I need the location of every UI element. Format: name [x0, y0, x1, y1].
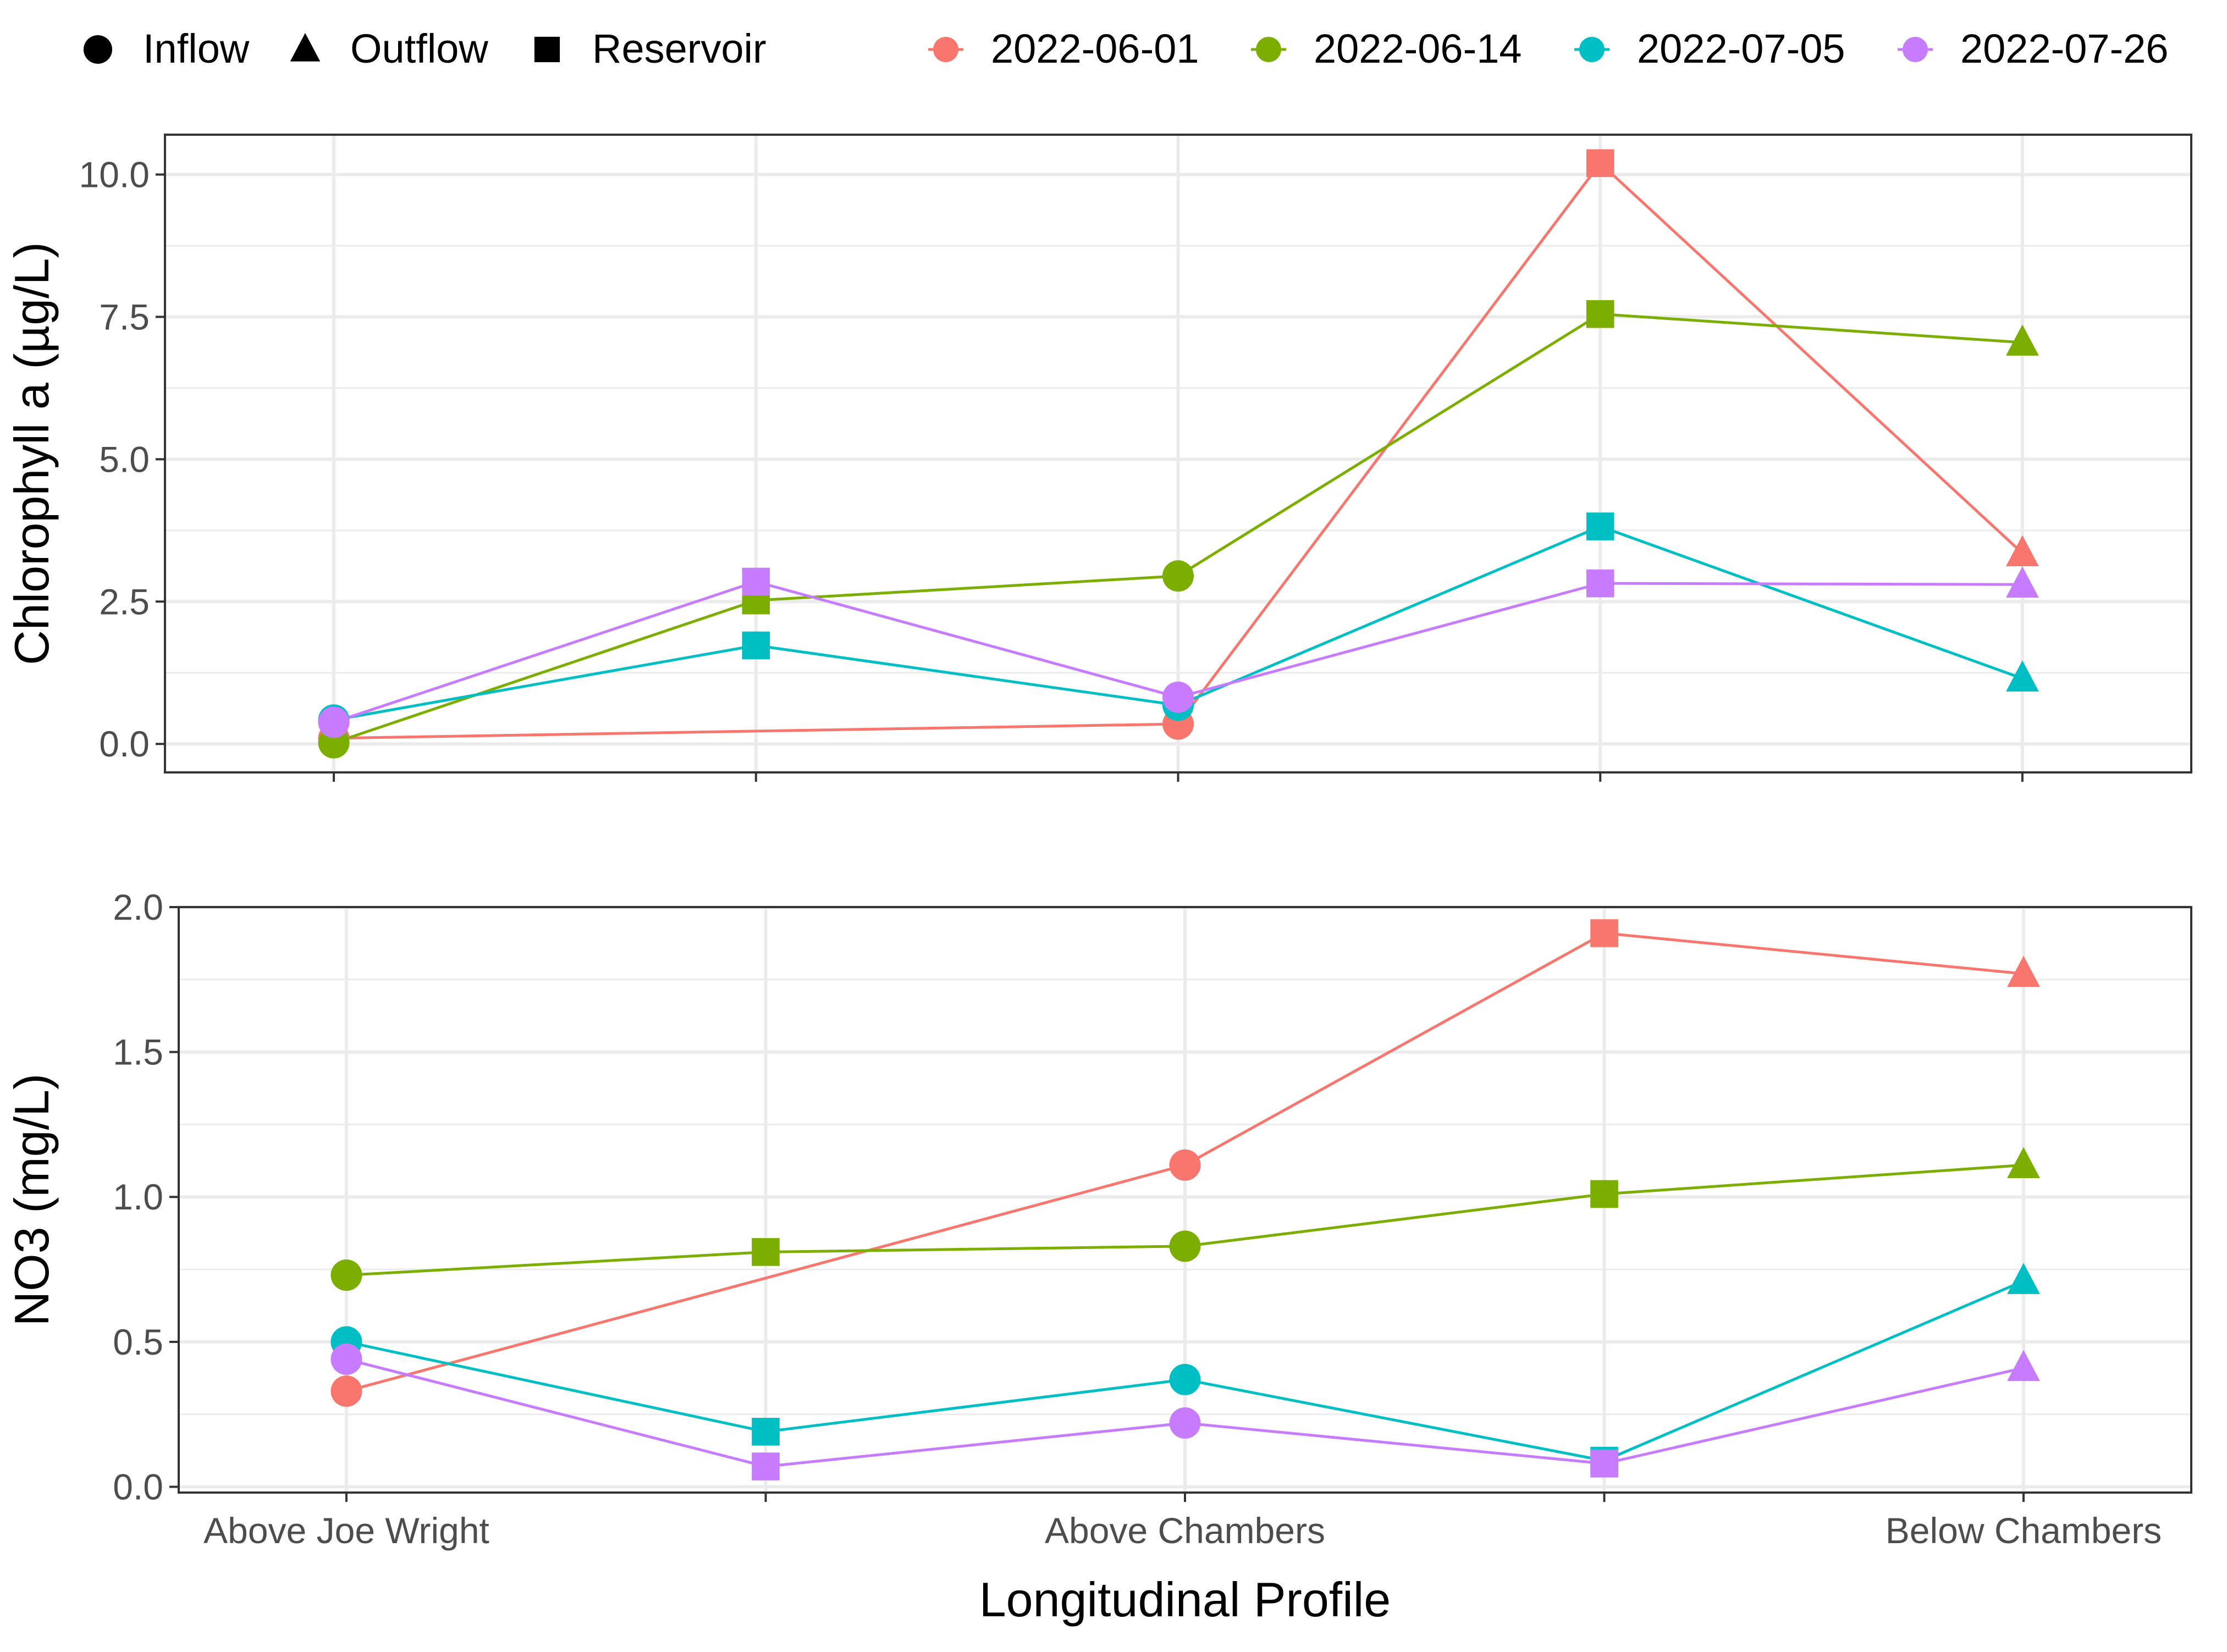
y-axis-title: Chlorophyll a (µg/L) — [4, 242, 59, 665]
panel-2: 0.0 0.5 1.0 1.5 2.0 Above Joe Wright Above Cha… — [4, 887, 2192, 1627]
data-point — [1590, 1180, 1618, 1208]
data-point — [2007, 1263, 2040, 1294]
legend-label: 2022-06-14 — [1314, 26, 1522, 71]
data-point — [1169, 1407, 1201, 1439]
data-point — [2006, 324, 2039, 356]
data-point — [1586, 512, 1614, 540]
data-point — [2007, 1350, 2040, 1382]
legend-circle-icon — [1903, 37, 1928, 62]
data-point — [318, 706, 350, 738]
data-point — [1162, 560, 1194, 592]
data-point — [752, 1238, 780, 1266]
data-point — [330, 1343, 362, 1375]
data-point — [1169, 1149, 1201, 1181]
data-point — [2006, 660, 2039, 692]
y-tick-label: 0.0 — [99, 723, 150, 764]
data-point — [1162, 681, 1194, 713]
y-tick-label: 5.0 — [99, 439, 150, 479]
x-axis-title: Longitudinal Profile — [979, 1572, 1391, 1627]
legend-triangle-icon — [290, 33, 321, 62]
data-point — [2007, 1147, 2040, 1179]
data-point — [2006, 535, 2039, 567]
legend-label: Reservoir — [592, 26, 767, 71]
data-point — [330, 1375, 362, 1407]
legend-circle-icon — [1256, 37, 1281, 62]
panel-1: 0.0 2.5 5.0 7.5 10.0 Chlorophyll a (µg/L) — [4, 134, 2192, 782]
legend-label: Inflow — [143, 26, 250, 71]
legend-square-icon — [534, 36, 560, 63]
data-point — [1590, 919, 1618, 947]
data-point — [1169, 1230, 1201, 1262]
legend-label: 2022-07-05 — [1637, 26, 1845, 71]
legend-item-date: 2022-06-01 — [928, 26, 1199, 71]
y-tick-label: 0.5 — [113, 1322, 163, 1362]
data-point — [330, 1259, 362, 1291]
y-tick-label: 2.5 — [99, 581, 150, 622]
y-tick-label: 0.0 — [113, 1466, 163, 1507]
data-point — [2007, 955, 2040, 987]
legend-label: Outflow — [350, 26, 488, 71]
data-point — [1590, 1449, 1618, 1478]
legend-item-date: 2022-07-05 — [1574, 26, 1845, 71]
data-point — [2006, 566, 2039, 598]
data-point — [742, 567, 770, 596]
x-tick-label: Above Chambers — [1045, 1510, 1325, 1551]
legend: Inflow Outflow Reservoir 2022-06-01 2022-06-… — [83, 26, 2169, 71]
y-tick-label: 10.0 — [79, 154, 150, 195]
legend-item-outflow: Outflow — [290, 26, 488, 71]
legend-circle-icon — [933, 37, 958, 62]
legend-item-inflow: Inflow — [83, 26, 250, 71]
x-tick-label: Above Joe Wright — [203, 1510, 489, 1551]
y-tick-label: 1.0 — [113, 1176, 163, 1217]
legend-item-date: 2022-07-26 — [1898, 26, 2169, 71]
legend-label: 2022-07-26 — [1960, 26, 2169, 71]
legend-item-reservoir: Reservoir — [534, 26, 767, 71]
series-line — [346, 931, 2024, 1393]
legend-label: 2022-06-01 — [991, 26, 1199, 71]
data-point — [752, 1452, 780, 1480]
y-tick-label: 2.0 — [113, 887, 163, 927]
data-point — [742, 631, 770, 660]
y-tick-label: 1.5 — [113, 1032, 163, 1073]
legend-item-date: 2022-06-14 — [1251, 26, 1522, 71]
legend-circle-icon — [83, 35, 113, 64]
x-tick-label: Below Chambers — [1886, 1510, 2162, 1551]
data-point — [1586, 300, 1614, 328]
data-point — [1169, 1363, 1201, 1395]
legend-circle-icon — [1579, 37, 1605, 62]
data-point — [752, 1417, 780, 1446]
data-point — [1586, 149, 1614, 178]
data-point — [1586, 569, 1614, 598]
y-tick-label: 7.5 — [99, 296, 150, 337]
y-axis-title: NO3 (mg/L) — [4, 1074, 59, 1327]
